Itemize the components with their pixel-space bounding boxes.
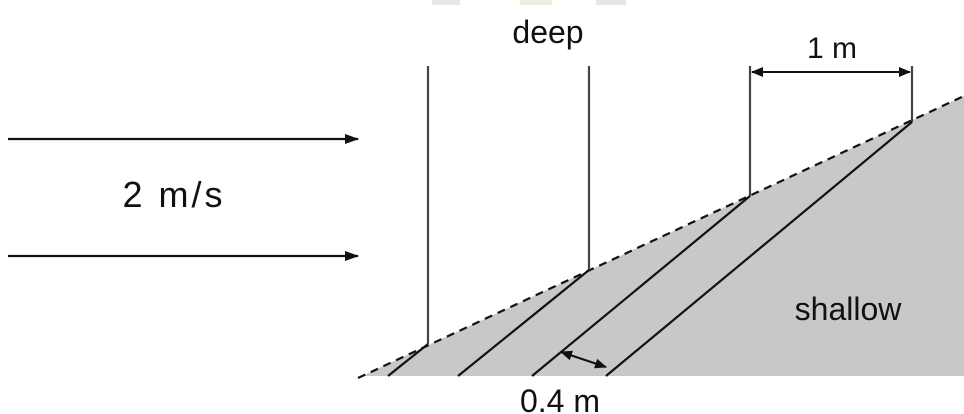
shallow-wavefront-1 (387, 343, 429, 377)
shallow-wavefront-4 (605, 121, 913, 377)
shallow-wavefront-3 (531, 195, 751, 377)
speed-label: 2 m/s (122, 174, 225, 215)
top-edge-fragment (432, 0, 626, 5)
deep-label: deep (512, 14, 583, 50)
deep-spacing-label: 1 m (807, 32, 857, 65)
shallow-spacing-dimension (560, 350, 607, 369)
shallow-spacing-label: 0.4 m (520, 383, 600, 414)
shallow-label: shallow (795, 291, 903, 327)
shallow-wavefront-2 (457, 269, 590, 377)
